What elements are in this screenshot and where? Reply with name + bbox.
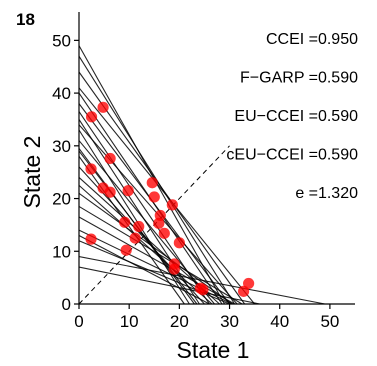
panel-label: 18 [16, 10, 35, 29]
budget-line-4 [78, 87, 256, 305]
data-point-6 [104, 186, 116, 198]
data-point-1 [85, 111, 98, 123]
stat-value-eu-ccei: 0.590 [318, 108, 358, 125]
data-point-16 [133, 220, 145, 233]
stat-value-f-garp: 0.590 [318, 70, 358, 87]
y-tick-label-50: 50 [52, 31, 71, 50]
data-point-3 [104, 152, 116, 165]
data-point-14 [173, 237, 185, 249]
axes-layer [78, 12, 355, 305]
budget-line-17 [78, 216, 235, 305]
y-tick-label-0: 0 [62, 295, 71, 314]
stat-label-eu-ccei: EU−CCEI = [234, 108, 318, 125]
budget-line-11 [78, 156, 185, 305]
stat-value-ceu-ccei: 0.590 [318, 147, 358, 164]
data-point-7 [122, 185, 134, 197]
y-tick-label-10: 10 [52, 242, 71, 261]
x-tick-label-50: 50 [320, 312, 339, 331]
stat-value-ccei: 0.950 [318, 31, 358, 48]
y-tick-label-30: 30 [52, 137, 71, 156]
data-point-10 [166, 199, 178, 211]
ticks-layer: 0 10 20 30 40 50 0 10 20 30 40 50 [52, 31, 339, 331]
x-tick-label-0: 0 [74, 312, 83, 331]
data-point-23 [197, 284, 209, 296]
x-tick-label-10: 10 [120, 312, 139, 331]
x-tick-label-30: 30 [220, 312, 239, 331]
x-tick-label-20: 20 [170, 312, 189, 331]
stat-label-e: e = [295, 185, 318, 202]
budget-line-14 [78, 184, 213, 305]
data-point-13 [158, 227, 170, 239]
stat-label-f-garp: F−GARP = [240, 70, 318, 87]
data-point-18 [85, 233, 97, 245]
budget-line-9 [78, 140, 215, 305]
data-point-15 [119, 216, 131, 228]
budget-line-21 [78, 256, 325, 305]
data-point-2 [97, 101, 109, 113]
budget-line-18 [78, 229, 233, 305]
data-point-9 [148, 191, 160, 203]
stat-label-ccei: CCEI = [266, 31, 318, 48]
data-point-19 [120, 244, 132, 256]
x-axis-title: State 1 [177, 337, 250, 363]
points-layer [85, 101, 255, 297]
data-point-21 [168, 263, 180, 275]
data-point-17 [129, 232, 141, 244]
y-axis-title: State 2 [19, 136, 45, 209]
stat-label-ceu-ccei: cEU−CCEI = [226, 147, 318, 164]
data-point-25 [237, 285, 250, 297]
data-point-8 [146, 177, 158, 189]
text-layer: 18 State 1 State 2 [16, 10, 249, 363]
x-tick-label-40: 40 [270, 312, 289, 331]
data-point-4 [85, 163, 97, 175]
data-point-12 [153, 217, 165, 229]
budget-line-16 [78, 205, 243, 305]
y-tick-label-20: 20 [52, 190, 71, 209]
budget-line-22 [78, 266, 260, 305]
stat-value-e: 1.320 [318, 185, 358, 202]
y-tick-label-40: 40 [52, 84, 71, 103]
